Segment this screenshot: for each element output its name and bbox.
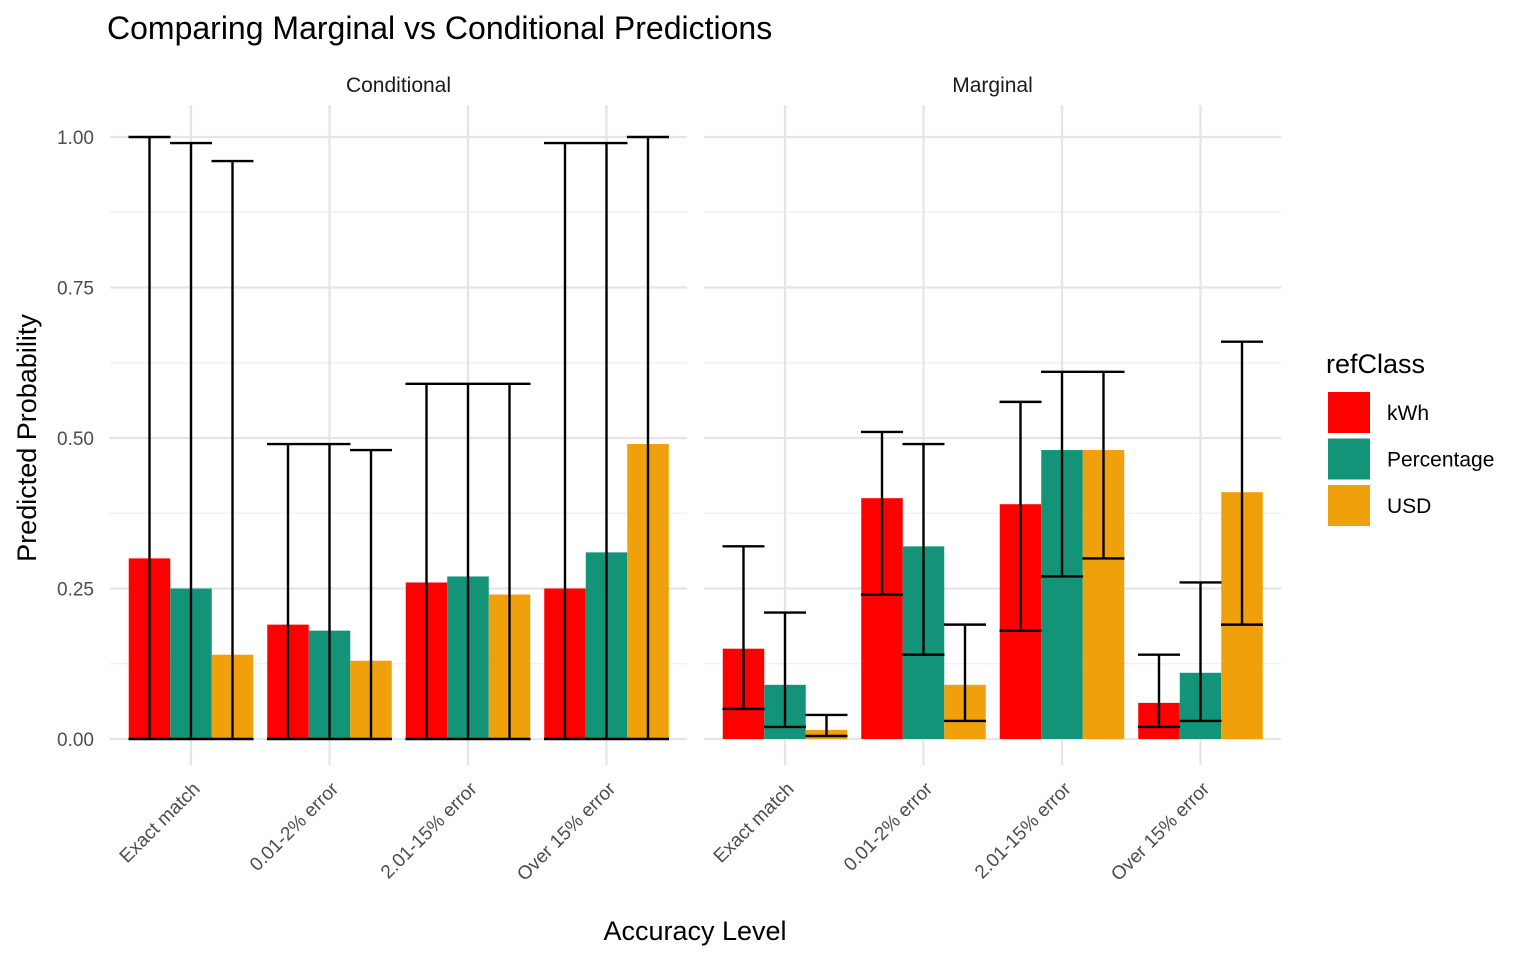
x-tick-label: Over 15% error — [513, 778, 620, 885]
y-tick-label: 0.75 — [57, 279, 94, 300]
legend-key-usd — [1328, 485, 1370, 526]
x-axis-title: Accuracy Level — [603, 916, 786, 946]
error-bar-marginal-percentage-0-01-2-error — [902, 442, 945, 656]
x-tick-label: 0.01-2% error — [246, 778, 343, 875]
panel-marginal: Marginal Exact match 0.01-2% error 2.01-15%… — [704, 74, 1281, 885]
error-bar-marginal-percentage-exact-match — [764, 611, 806, 729]
error-bar-conditional-percentage-2-01-15-error — [447, 382, 489, 741]
error-bar-conditional-usd-exact-match — [211, 159, 254, 741]
error-bar-conditional-percentage-0-01-2-error — [308, 442, 351, 741]
error-bar-marginal-kwh-0-01-2-error — [861, 430, 903, 596]
error-bar-conditional-kwh-exact-match — [128, 135, 171, 741]
error-bar-marginal-usd-2-01-15-error — [1082, 370, 1125, 560]
y-axis-title: Predicted Probability — [12, 314, 42, 562]
error-bar-conditional-kwh-over-15-error — [544, 141, 586, 741]
x-tick-label: Exact match — [710, 779, 799, 868]
x-tick-label: Over 15% error — [1107, 778, 1214, 885]
error-bar-marginal-kwh-2-01-15-error — [999, 400, 1042, 632]
x-tick-label: 2.01-15% error — [377, 778, 482, 883]
error-bar-marginal-percentage-2-01-15-error — [1041, 370, 1083, 578]
error-bar-conditional-kwh-0-01-2-error — [267, 442, 309, 741]
legend: refClass kWh Percentage USD — [1326, 349, 1494, 526]
x-tick-label: Exact match — [116, 779, 205, 868]
legend-label-kwh: kWh — [1387, 402, 1429, 425]
error-bar-marginal-percentage-over-15-error — [1179, 581, 1222, 723]
error-bar-marginal-usd-exact-match — [805, 713, 848, 738]
y-tick-label: 0.25 — [57, 580, 94, 601]
error-bar-marginal-kwh-exact-match — [722, 545, 765, 711]
error-bar-conditional-usd-2-01-15-error — [488, 382, 531, 741]
error-bar-marginal-usd-over-15-error — [1221, 340, 1263, 626]
error-bar-marginal-kwh-over-15-error — [1138, 653, 1180, 729]
y-tick-label: 1.00 — [57, 128, 94, 149]
error-bar-conditional-usd-over-15-error — [627, 135, 669, 741]
error-bar-conditional-percentage-over-15-error — [585, 141, 628, 741]
y-axis: 0.00 0.25 0.50 0.75 1.00 — [57, 128, 94, 751]
facet-label-conditional: Conditional — [346, 74, 451, 97]
error-bar-conditional-percentage-exact-match — [170, 141, 212, 741]
y-tick-label: 0.00 — [57, 730, 94, 751]
legend-key-percentage — [1328, 438, 1370, 480]
x-tick-label: 2.01-15% error — [971, 778, 1076, 883]
facet-panels: Conditional Exact match 0.01-2% error 2.01-… — [110, 74, 1281, 885]
error-bar-conditional-kwh-2-01-15-error — [405, 382, 448, 741]
legend-label-usd: USD — [1387, 495, 1431, 518]
error-bar-conditional-usd-0-01-2-error — [350, 448, 392, 741]
x-tick-label: 0.01-2% error — [840, 778, 937, 875]
chart-title: Comparing Marginal vs Conditional Predic… — [107, 10, 772, 46]
legend-title: refClass — [1326, 349, 1425, 379]
legend-key-kwh — [1328, 392, 1370, 433]
y-tick-label: 0.50 — [57, 429, 94, 450]
legend-label-percentage: Percentage — [1387, 449, 1494, 472]
error-bar-marginal-usd-0-01-2-error — [944, 623, 986, 723]
panel-conditional: Conditional Exact match 0.01-2% error 2.01-… — [110, 74, 687, 885]
facet-label-marginal: Marginal — [952, 74, 1033, 97]
